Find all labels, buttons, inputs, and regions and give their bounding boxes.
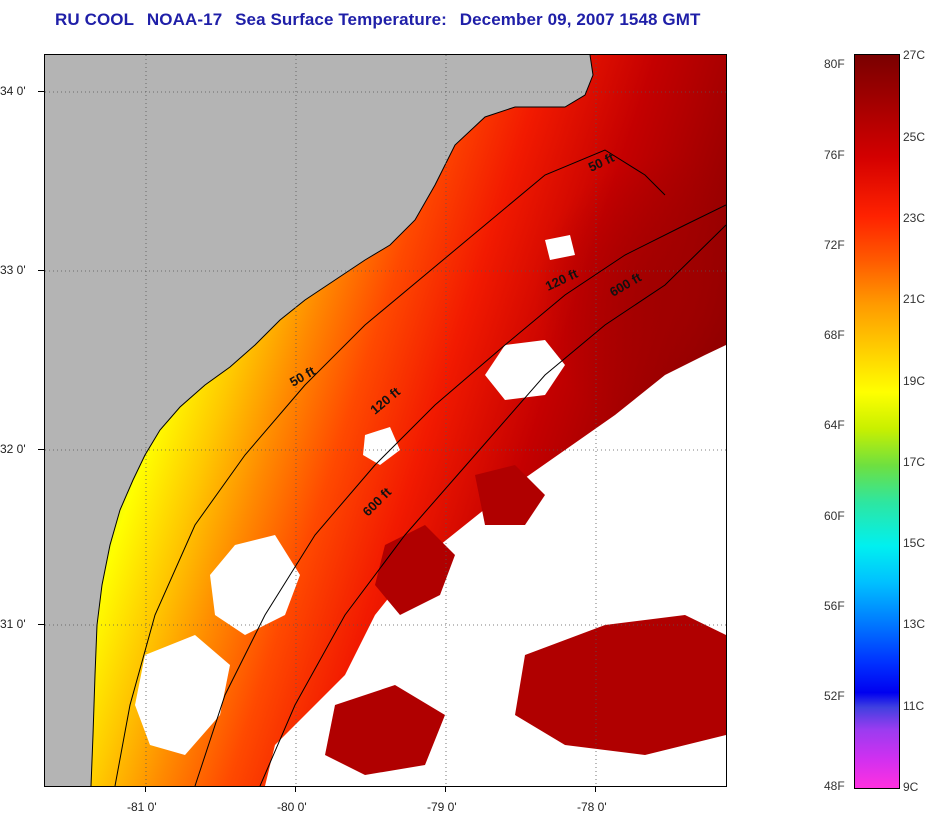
title-text: Sea Surface Temperature: bbox=[235, 10, 447, 29]
sst-map[interactable]: 50 ft 120 ft 600 ft 50 ft 120 ft 600 ft bbox=[44, 54, 727, 787]
colorbar-f-label: 64F bbox=[824, 418, 845, 432]
colorbar-f-label: 72F bbox=[824, 238, 845, 252]
contour-600ft bbox=[259, 224, 726, 786]
colorbar-f-label: 56F bbox=[824, 599, 845, 613]
colorbar-f-label: 48F bbox=[824, 779, 845, 793]
sst-map-svg: 50 ft 120 ft 600 ft 50 ft 120 ft 600 ft bbox=[45, 55, 726, 786]
colorbar-f-label: 76F bbox=[824, 148, 845, 162]
depth-contours bbox=[114, 149, 726, 786]
cloud-mask bbox=[485, 340, 565, 400]
x-axis-label: -80 0' bbox=[277, 800, 307, 814]
x-tick bbox=[145, 786, 146, 792]
cloud-mask bbox=[210, 535, 300, 635]
x-tick bbox=[445, 786, 446, 792]
y-axis-label: 34 0' bbox=[0, 84, 26, 98]
x-axis-label: -78 0' bbox=[577, 800, 607, 814]
colorbar-c-label: 21C bbox=[903, 292, 926, 306]
colorbar-f-label: 60F bbox=[824, 509, 845, 523]
y-tick bbox=[38, 624, 44, 625]
colorbar-c-label: 19C bbox=[903, 374, 926, 388]
y-tick bbox=[38, 91, 44, 92]
colorbar-c-label: 11C bbox=[903, 699, 925, 713]
contour-50ft bbox=[114, 149, 666, 786]
x-axis-label: -79 0' bbox=[427, 800, 457, 814]
y-tick bbox=[38, 449, 44, 450]
title-satellite: NOAA-17 bbox=[146, 10, 223, 29]
contour-120ft bbox=[194, 204, 726, 786]
colorbar-f-label: 80F bbox=[824, 57, 845, 71]
warm-eddy bbox=[325, 685, 445, 775]
cloud-mask bbox=[135, 635, 230, 755]
y-axis-label: 32 0' bbox=[0, 442, 26, 456]
title-org: RU COOL bbox=[55, 10, 135, 29]
coastline bbox=[90, 55, 594, 786]
y-axis-label: 33 0' bbox=[0, 263, 26, 277]
x-tick bbox=[595, 786, 596, 792]
chart-title: RU COOL NOAA-17 Sea Surface Temperature:… bbox=[55, 10, 709, 30]
colorbar-c-label: 13C bbox=[903, 617, 926, 631]
colorbar-f-label: 68F bbox=[824, 328, 845, 342]
x-axis-label: -81 0' bbox=[127, 800, 157, 814]
colorbar-c-label: 23C bbox=[903, 211, 926, 225]
cloud-mask bbox=[545, 235, 575, 260]
colorbar-f-label: 52F bbox=[824, 689, 845, 703]
colorbar-c-label: 25C bbox=[903, 130, 926, 144]
warm-eddy bbox=[475, 465, 545, 525]
colorbar-c-label: 17C bbox=[903, 455, 926, 469]
colorbar-c-label: 27C bbox=[903, 48, 926, 62]
colorbar-c-label: 9C bbox=[903, 780, 919, 794]
temperature-colorbar bbox=[854, 54, 900, 789]
warm-eddy bbox=[515, 615, 726, 755]
cloud-mask bbox=[363, 427, 400, 465]
x-tick bbox=[295, 786, 296, 792]
title-date: December 09, 2007 1548 GMT bbox=[459, 10, 701, 29]
y-tick bbox=[38, 270, 44, 271]
land-mass bbox=[45, 55, 593, 786]
colorbar-c-label: 15C bbox=[903, 536, 926, 550]
graticule bbox=[45, 55, 726, 786]
y-axis-label: 31 0' bbox=[0, 617, 26, 631]
